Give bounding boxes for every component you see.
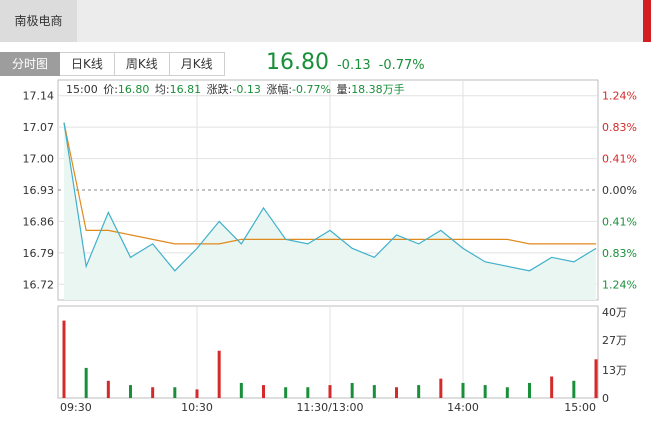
time-tick-label: 15:00 (564, 401, 596, 414)
volume-bar (505, 387, 509, 398)
price-change: -0.13 (336, 58, 371, 73)
chart-tabs: 分时图 日K线 周K线 月K线 (0, 52, 225, 76)
tab-monthly-k[interactable]: 月K线 (169, 52, 225, 76)
pct-tick-label: 0.41% (602, 215, 637, 228)
volume-panel-frame (57, 305, 599, 399)
volume-bar (550, 376, 554, 398)
price-tick-label: 17.07 (23, 121, 55, 134)
price-area-fill (64, 122, 596, 300)
price-change-pct: -0.77% (378, 58, 425, 73)
price-tick-label: 16.72 (23, 278, 55, 291)
pct-tick-label: 0.41% (602, 153, 637, 166)
volume-tick-label: 40万 (602, 306, 627, 319)
info-price-label: 价: (103, 83, 118, 96)
volume-bar (217, 350, 221, 398)
info-price: 16.80 (117, 83, 150, 96)
price-tick-label: 17.14 (23, 90, 55, 103)
volume-bar (528, 382, 531, 398)
volume-bar (350, 382, 354, 398)
stock-name-tab[interactable]: 南极电商 (0, 0, 77, 42)
avg-price-line (63, 122, 596, 245)
volume-bar (572, 380, 576, 398)
accent-strip (643, 0, 651, 42)
time-tick-label: 10:30 (181, 401, 213, 414)
volume-bar (372, 385, 376, 398)
volume-tick-label: 27万 (602, 334, 627, 347)
tab-daily-k[interactable]: 日K线 (60, 52, 115, 76)
price-tick-label: 17.00 (23, 153, 55, 166)
volume-bar (306, 387, 310, 398)
time-tick-label: 11:30/13:00 (296, 401, 363, 414)
info-avg-label: 均: (154, 83, 170, 96)
volume-bar (129, 385, 132, 398)
price-area (64, 122, 596, 300)
pct-tick-label: 0.83% (602, 247, 637, 260)
volume-bar (439, 378, 443, 398)
volume-bar (417, 385, 421, 398)
tab-timeshare[interactable]: 分时图 (0, 52, 61, 76)
info-pct-label: 涨幅: (266, 83, 293, 96)
volume-bar (62, 320, 66, 398)
axis-labels: 17.14 1.24% 17.07 0.83% 17.00 0.41% 16.93 0.00%… (23, 90, 637, 414)
price-tick-label: 16.93 (23, 184, 55, 197)
volume-bars (62, 320, 598, 398)
volume-bar (461, 382, 465, 398)
info-pct: -0.77% (292, 83, 331, 96)
price-tick-label: 16.86 (23, 215, 55, 228)
pct-tick-label: 1.24% (602, 278, 637, 291)
volume-bar (239, 382, 243, 398)
volume-bar (262, 385, 265, 398)
info-vol-label: 量: (336, 83, 352, 96)
info-vol: 18.38万手 (351, 83, 405, 96)
time-tick-label: 09:30 (60, 401, 92, 414)
volume-bar (395, 387, 398, 398)
volume-tick-label: 0 (602, 392, 609, 405)
quote-summary: 16.80 -0.13 -0.77% (266, 50, 425, 78)
volume-bar (106, 380, 110, 398)
volume-bar (483, 385, 487, 398)
pct-tick-label: 0.00% (602, 184, 637, 197)
info-avg: 16.81 (169, 83, 202, 96)
tab-weekly-k[interactable]: 周K线 (114, 52, 170, 76)
info-line: 15:00 价:16.80 均:16.81 涨跌:-0.13 涨幅:-0.77%… (66, 81, 407, 97)
top-bar: 南极电商 (0, 0, 651, 42)
volume-bar (284, 387, 288, 398)
info-change: -0.13 (232, 83, 261, 96)
volume-tick-label: 13万 (602, 364, 627, 377)
volume-bar (84, 367, 88, 398)
info-time: 15:00 (66, 83, 98, 96)
volume-bar (195, 389, 199, 398)
volume-bar (328, 385, 332, 398)
price-tick-label: 16.79 (23, 247, 55, 260)
pct-tick-label: 0.83% (602, 121, 637, 134)
volume-bar (594, 359, 598, 398)
info-change-label: 涨跌: (206, 83, 233, 96)
price-lines (63, 122, 597, 272)
current-price: 16.80 (266, 50, 329, 75)
price-line (63, 122, 597, 272)
pct-tick-label: 1.24% (602, 90, 637, 103)
volume-bar (151, 387, 155, 398)
volume-bar (173, 387, 177, 398)
time-tick-label: 14:00 (447, 401, 479, 414)
